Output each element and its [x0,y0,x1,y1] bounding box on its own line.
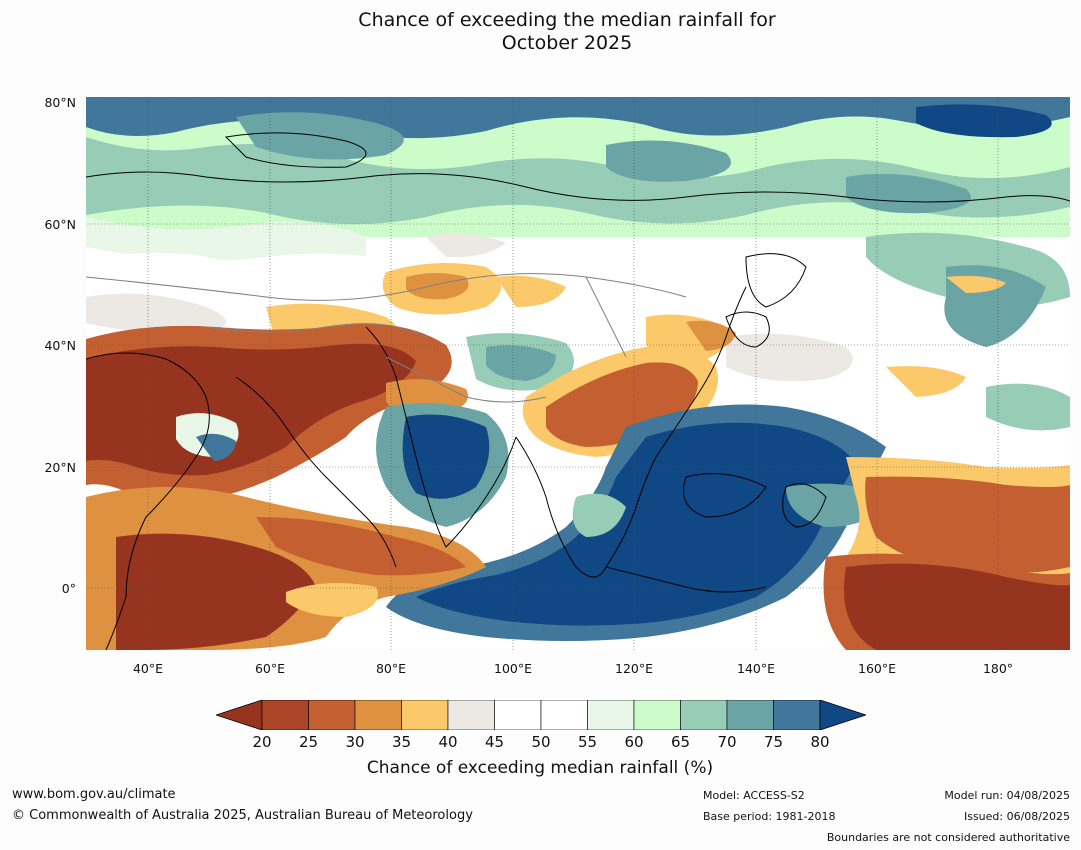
lon-label-100e: 100°E [493,661,533,676]
map-title: Chance of exceeding the median rainfall … [0,9,1081,55]
colorbar-tick-label: 25 [298,733,319,751]
dry-region-pacific [823,275,1070,650]
colorbar-swatch [401,699,449,731]
rainfall-map [86,97,1070,650]
boundaries [86,273,687,403]
colorbar-tick-label: 70 [717,733,737,751]
colorbar-swatch [261,699,309,731]
colorbar-swatch [587,699,635,731]
colorbar-tick-label: 50 [531,733,551,751]
model-run: Model run: 04/08/2025 [944,789,1070,802]
colorbar-tick-label: 75 [763,733,784,751]
colorbar-swatches [214,699,868,731]
boundaries-disclaimer: Boundaries are not considered authoritat… [826,831,1070,844]
map-canvas [86,97,1070,650]
lon-label-140e: 140°E [736,661,776,676]
lat-label-80n: 80°N [44,95,76,110]
wet-region-south-asia [376,333,574,527]
colorbar [214,699,868,734]
colorbar-tick-label: 65 [670,733,691,751]
lon-label-60e: 60°E [254,661,286,676]
wet-region-north [86,97,1070,431]
lon-label-80e: 80°E [375,661,407,676]
colorbar-tick-label: 30 [345,733,365,751]
lat-label-0: 0° [61,581,76,596]
dry-region-indian-ocean [86,487,486,650]
lon-label-160e: 160°E [857,661,897,676]
issued-date: Issued: 06/08/2025 [963,810,1070,823]
coastlines [86,132,1070,650]
colorbar-tick-label: 80 [810,733,830,751]
title-line-1: Chance of exceeding the median rainfall … [358,9,776,31]
lat-label-40n: 40°N [44,338,76,353]
colorbar-arrow-high [819,699,868,731]
colorbar-arrow-low [214,699,263,731]
graticule [86,97,1070,650]
lat-label-60n: 60°N [44,217,76,232]
colorbar-swatch [447,699,495,731]
lat-label-20n: 20°N [44,460,76,475]
colorbar-swatch [680,699,728,731]
colorbar-tick-label: 60 [624,733,644,751]
colorbar-swatch [540,699,588,731]
colorbar-swatch [494,699,542,731]
colorbar-tick-label: 20 [252,733,272,751]
colorbar-swatch [354,699,402,731]
colorbar-tick-label: 55 [577,733,598,751]
footer-copyright: © Commonwealth of Australia 2025, Austra… [12,808,473,823]
title-line-2: October 2025 [501,32,633,54]
colorbar-tick-label: 35 [391,733,412,751]
base-period: Base period: 1981-2018 [703,810,836,823]
colorbar-swatch [308,699,356,731]
lon-label-180: 180° [982,661,1014,676]
model-name: Model: ACCESS-S2 [703,789,805,802]
colorbar-label: Chance of exceeding median rainfall (%) [366,758,714,778]
colorbar-tick-label: 45 [484,733,505,751]
colorbar-swatch [773,699,821,731]
colorbar-tick-label: 40 [438,733,458,751]
colorbar-swatch [633,699,681,731]
colorbar-swatch [726,699,774,731]
footer-url: www.bom.gov.au/climate [12,787,176,802]
lon-label-120e: 120°E [614,661,654,676]
lon-label-40e: 40°E [132,661,164,676]
